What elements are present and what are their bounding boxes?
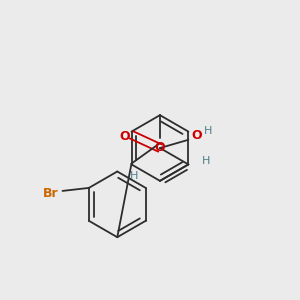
Text: H: H (130, 171, 139, 181)
Text: O: O (154, 141, 165, 154)
Text: H: H (202, 156, 211, 166)
Text: Br: Br (43, 188, 58, 200)
Text: H: H (204, 126, 212, 136)
Text: O: O (191, 129, 202, 142)
Text: O: O (119, 130, 130, 143)
